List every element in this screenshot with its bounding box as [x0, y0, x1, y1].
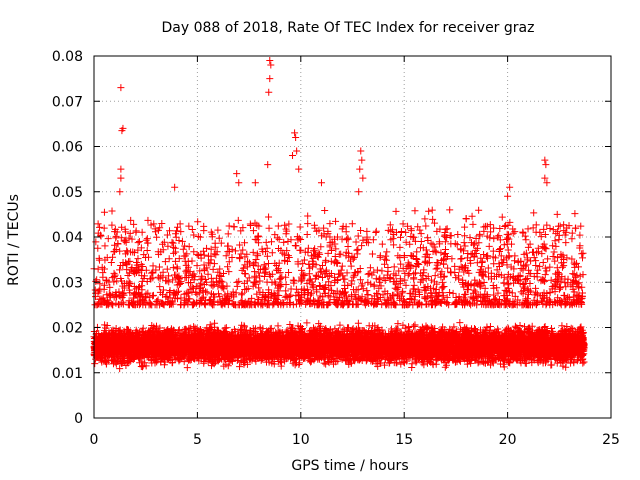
chart-title: Day 088 of 2018, Rate Of TEC Index for r… [162, 20, 535, 36]
data-point [286, 321, 294, 329]
grid-lines [94, 56, 611, 418]
data-point [558, 322, 566, 330]
data-point [211, 319, 219, 327]
data-point [411, 322, 419, 330]
data-point [183, 364, 191, 372]
data-point [91, 360, 99, 368]
data-point [274, 322, 282, 330]
data-point [116, 365, 124, 373]
data-point [303, 319, 311, 327]
data-points [90, 57, 588, 373]
